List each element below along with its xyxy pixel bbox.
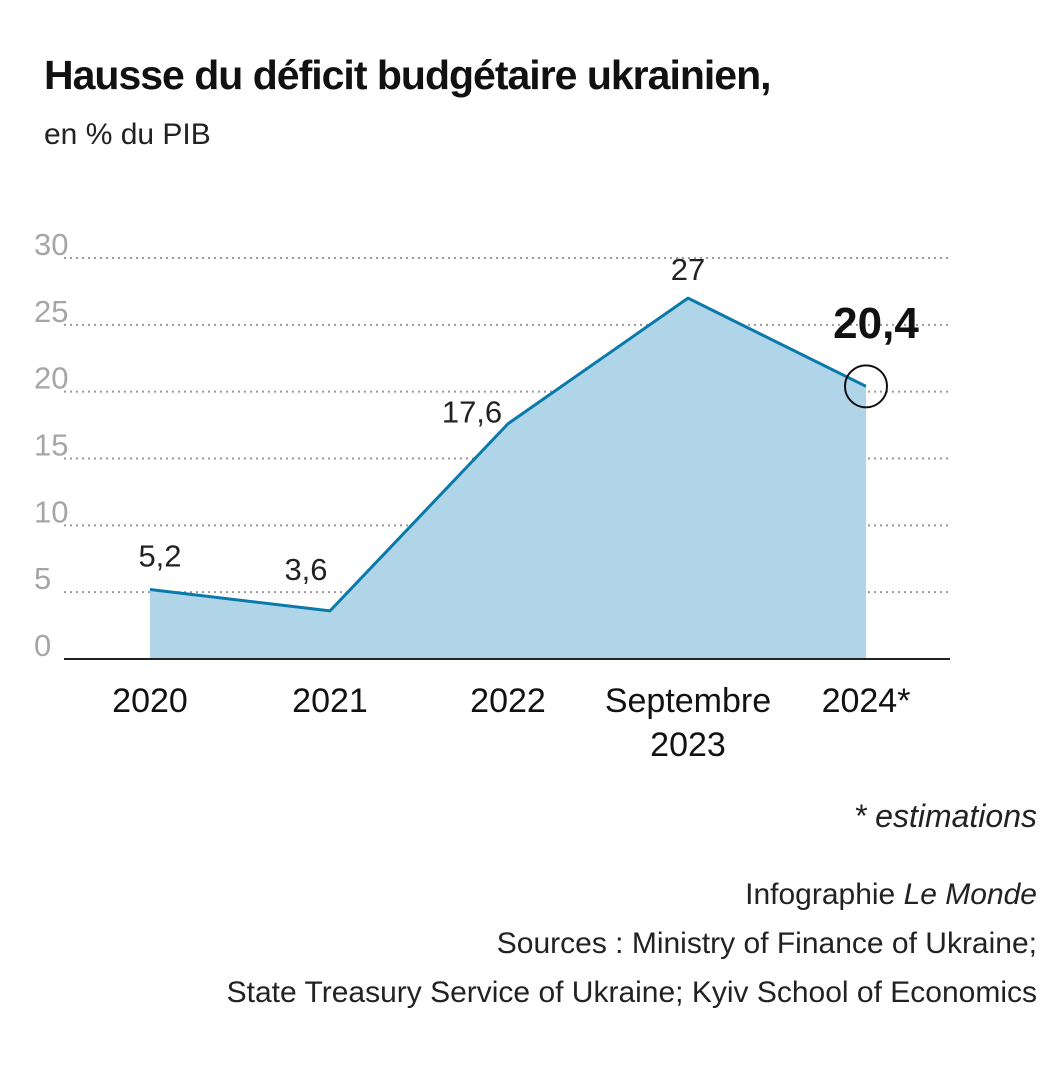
x-tick-1: 2021 xyxy=(292,682,368,720)
y-tick-15: 15 xyxy=(34,428,68,463)
credits: Infographie Le Monde Sources : Ministry … xyxy=(227,870,1037,1017)
y-tick-10: 10 xyxy=(34,494,68,529)
footnote-estimations: * estimations xyxy=(853,798,1037,834)
data-label-0: 5,2 xyxy=(138,538,181,573)
y-tick-25: 25 xyxy=(34,294,68,329)
chart-title: Hausse du déficit budgétaire ukrainien, xyxy=(44,52,772,98)
x-tick-4: 2024* xyxy=(822,682,911,720)
chart-subtitle: en % du PIB xyxy=(44,118,211,151)
data-label-highlight: 20,4 xyxy=(833,299,919,348)
x-tick-line: 2020 xyxy=(112,682,188,720)
sources-line-2: State Treasury Service of Ukraine; Kyiv … xyxy=(226,976,1037,1009)
x-tick-line: 2022 xyxy=(470,682,546,720)
data-label-3: 27 xyxy=(671,252,705,287)
credit-publisher: Le Monde xyxy=(903,878,1037,911)
y-tick-0: 0 xyxy=(34,628,51,663)
sources-line-1: Sources : Ministry of Finance of Ukraine… xyxy=(496,927,1037,960)
y-axis-ticks: 0 5 10 15 20 25 30 xyxy=(34,227,68,663)
data-label-1: 3,6 xyxy=(284,552,327,587)
x-tick-0: 2020 xyxy=(112,682,188,720)
x-tick-line: Septembre xyxy=(605,682,771,720)
data-label-2: 17,6 xyxy=(442,395,502,430)
y-tick-20: 20 xyxy=(34,361,68,396)
x-tick-line: 2023 xyxy=(650,726,726,764)
x-axis-ticks: 2020 2021 2022 Septembre 2023 2024* xyxy=(112,682,910,764)
x-tick-2: 2022 xyxy=(470,682,546,720)
x-tick-line: 2024* xyxy=(822,682,911,720)
area-fill xyxy=(150,298,866,659)
highlight-marker xyxy=(844,364,888,409)
x-tick-line: 2021 xyxy=(292,682,368,720)
y-tick-5: 5 xyxy=(34,561,51,596)
data-labels: 5,2 3,6 17,6 27 20,4 xyxy=(138,252,919,587)
credit-infographie: Infographie Le Monde xyxy=(227,870,1037,919)
y-tick-30: 30 xyxy=(34,227,68,262)
x-tick-3: Septembre 2023 xyxy=(605,682,771,764)
area-layer xyxy=(64,296,950,660)
credit-infographie-prefix: Infographie xyxy=(745,878,904,911)
series-line xyxy=(149,296,867,613)
